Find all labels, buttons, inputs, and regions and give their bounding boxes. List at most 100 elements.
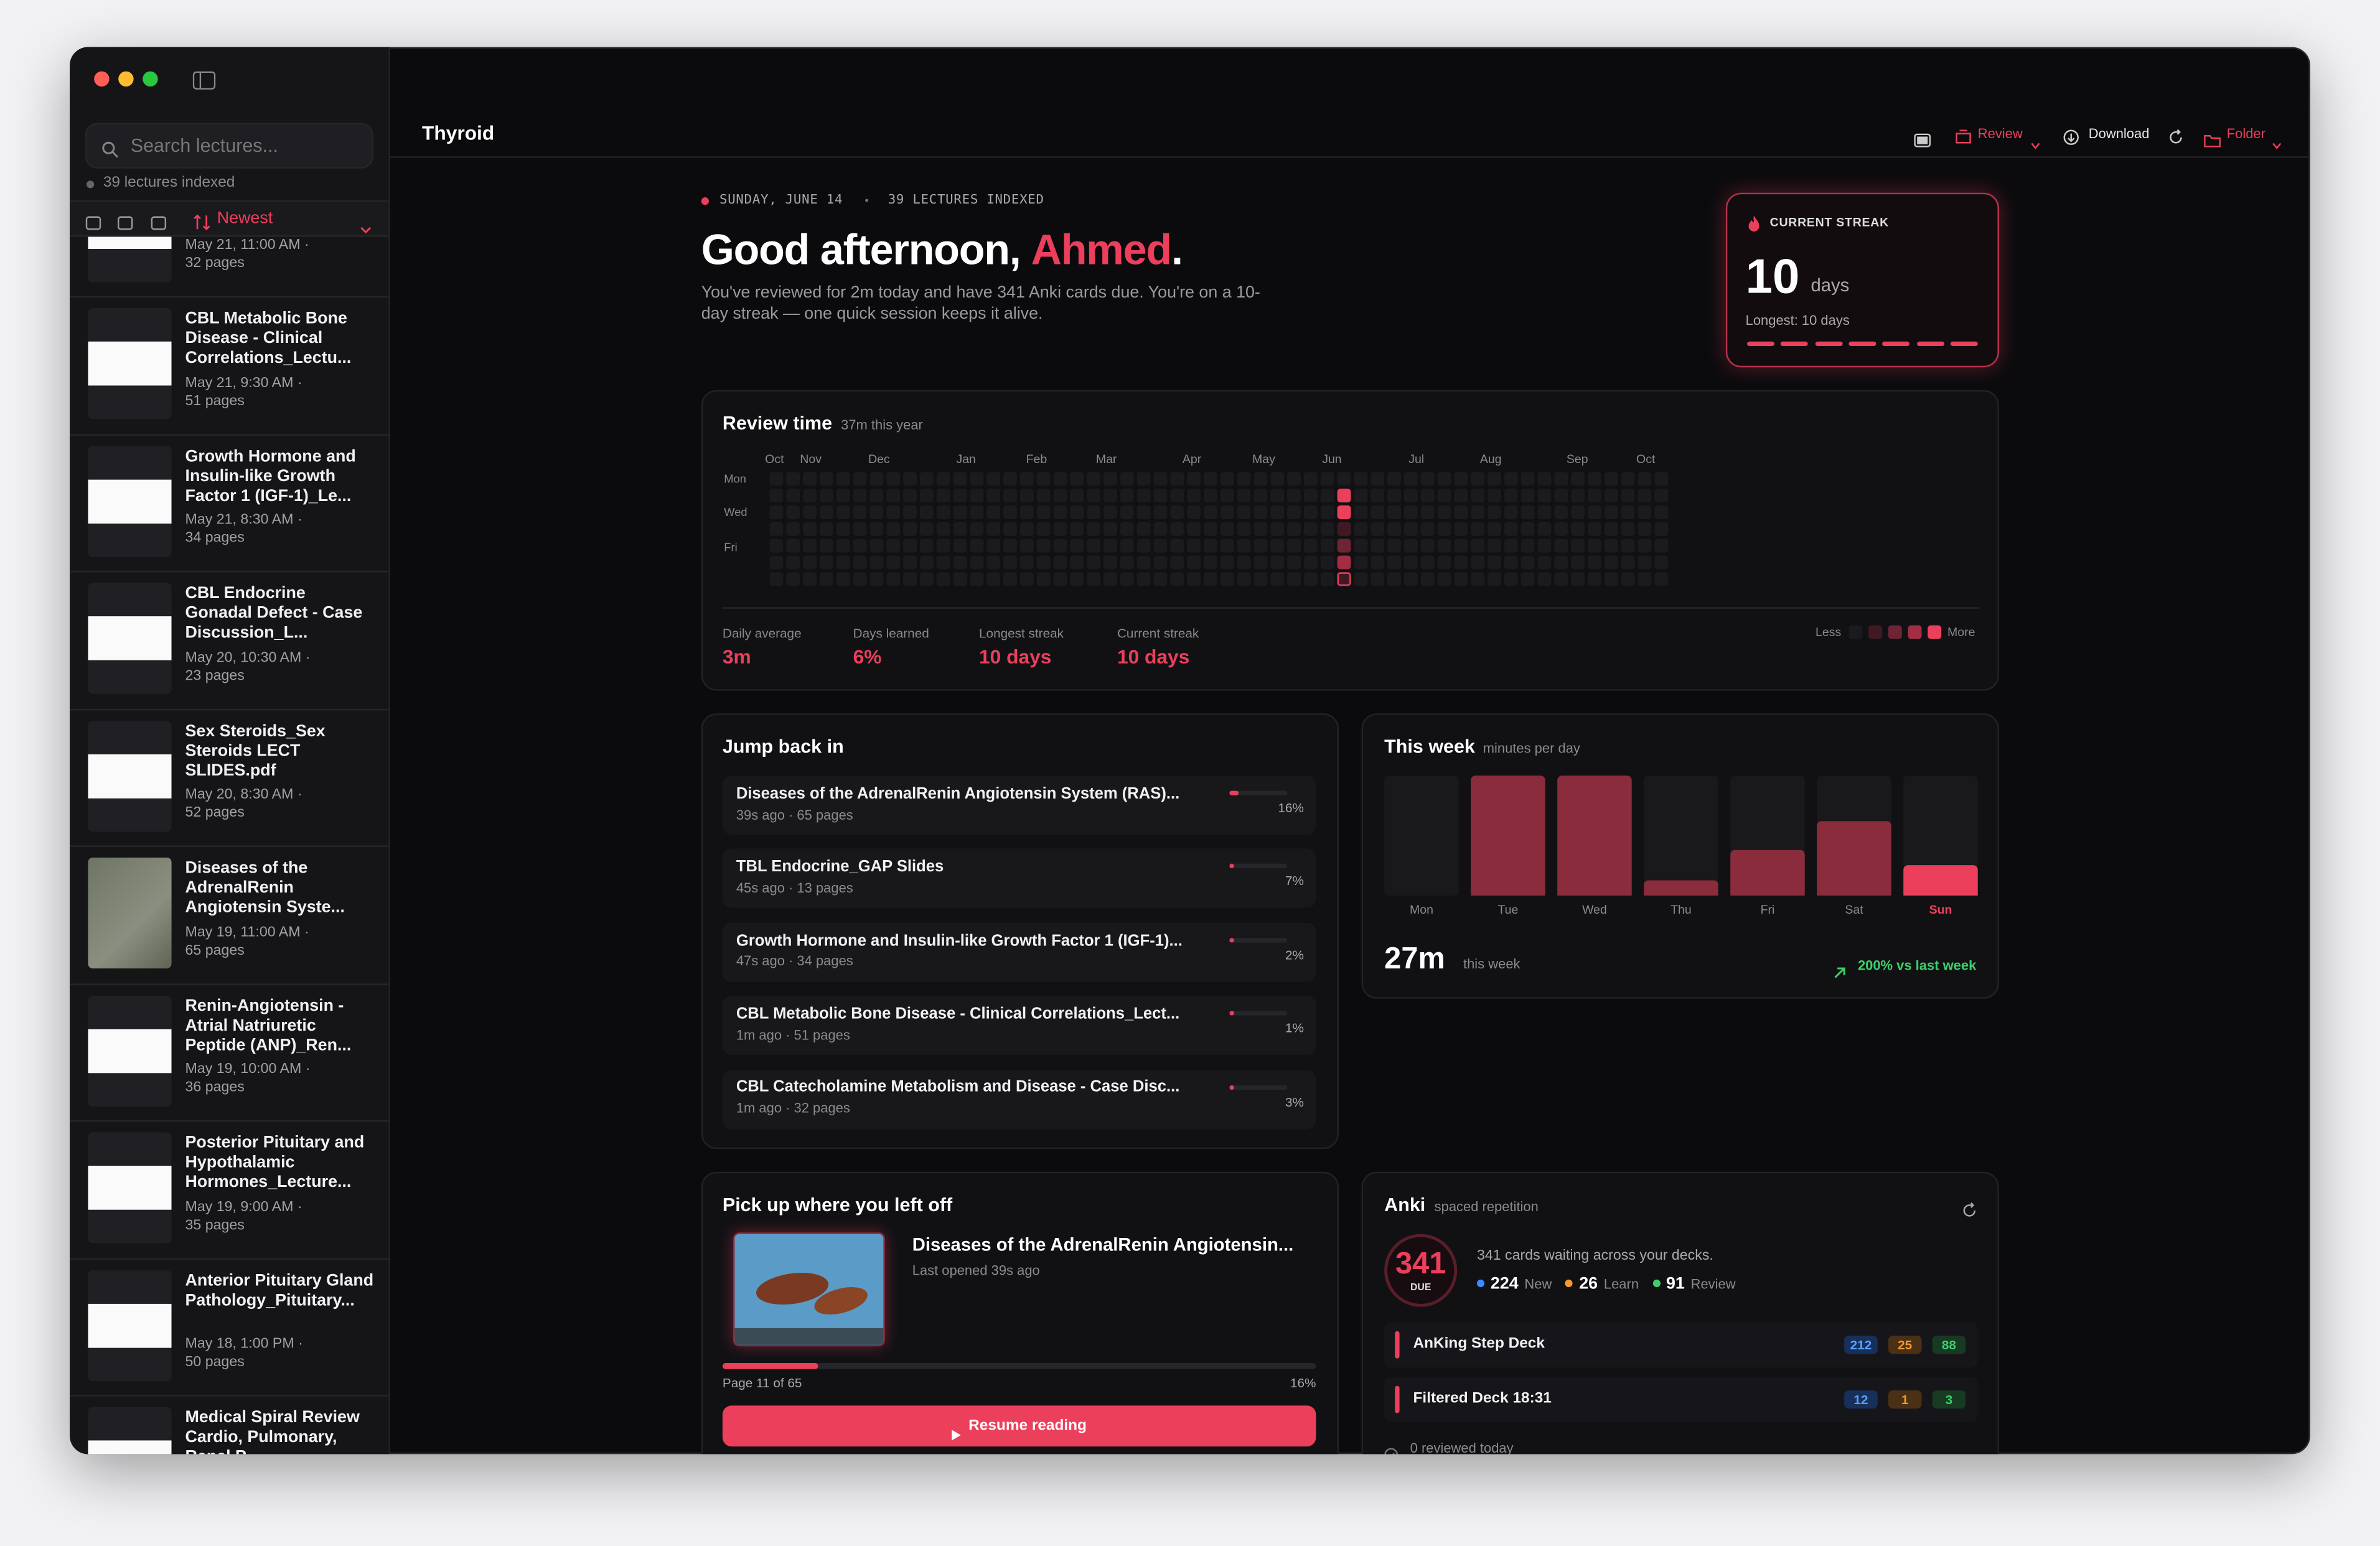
lecture-row[interactable] <box>722 775 1316 835</box>
heatmap-cell <box>1203 555 1217 569</box>
heatmap-cell <box>1153 489 1168 503</box>
filter-icon[interactable] <box>150 211 167 230</box>
due-ring <box>1384 1234 1458 1307</box>
sort-chevron[interactable] <box>360 215 372 234</box>
row-title[interactable]: CBL Catecholamine Metabolism and Disease… <box>736 1078 1180 1097</box>
refresh-icon-glyph <box>1963 1202 1976 1217</box>
row-title[interactable]: CBL Metabolic Bone Disease - Clinical Co… <box>736 1005 1180 1023</box>
thumbnail[interactable] <box>88 1407 172 1455</box>
lecture-thumbnail[interactable] <box>733 1232 885 1347</box>
folder-icon[interactable] <box>2204 128 2221 148</box>
filter-icon[interactable] <box>85 211 102 230</box>
heatmap-cell <box>803 472 817 486</box>
heatmap-cell <box>1153 505 1168 520</box>
lecture-row[interactable] <box>722 849 1316 909</box>
lecture-title[interactable]: Growth Hormone and Insulin-like Growth F… <box>185 447 356 505</box>
heatmap-cell <box>1504 505 1518 520</box>
heatmap-cell <box>1220 572 1234 586</box>
deck-row[interactable] <box>1384 1322 1978 1368</box>
heatmap-cell <box>1237 572 1251 586</box>
deck-name[interactable]: AnKing Step Deck <box>1413 1336 1545 1352</box>
heatmap-cell <box>1287 572 1301 586</box>
thumbnail[interactable] <box>88 1270 172 1381</box>
heatmap-cell <box>1337 572 1351 586</box>
thumbnail[interactable] <box>88 445 172 556</box>
heatmap-cell <box>1220 522 1234 536</box>
lecture-row[interactable] <box>722 996 1316 1056</box>
heatmap-cell <box>1320 572 1334 586</box>
thumbnail[interactable] <box>88 857 172 968</box>
heatmap-cell <box>1337 489 1351 503</box>
deck-name[interactable]: Filtered Deck 18:31 <box>1413 1390 1552 1407</box>
row-title[interactable]: Diseases of the AdrenalRenin Angiotensin… <box>736 784 1180 803</box>
heatmap-cell <box>1554 472 1568 486</box>
heatmap-cell <box>1637 572 1652 586</box>
download-icon[interactable] <box>2063 126 2079 145</box>
deck-row[interactable] <box>1384 1376 1978 1423</box>
search-box[interactable] <box>85 123 373 169</box>
reviewed-today: 0 reviewed today <box>1410 1440 1514 1455</box>
thumbnail[interactable] <box>88 237 172 282</box>
play-icon-glyph <box>952 1430 961 1441</box>
row-meta: 47s ago · 34 pages <box>736 953 853 969</box>
filter-icon-glyph <box>151 216 167 230</box>
last-opened: Last opened 39s ago <box>912 1262 1040 1278</box>
heatmap-cell <box>769 555 784 569</box>
heatmap-cell <box>819 522 833 536</box>
thumbnail[interactable] <box>88 995 172 1106</box>
heatmap-cell <box>1303 505 1318 520</box>
check-icon-glyph <box>1384 1448 1398 1455</box>
traffic-light[interactable] <box>118 71 134 87</box>
sort-icon[interactable] <box>193 211 211 231</box>
download-button[interactable]: Download <box>2088 125 2150 141</box>
heatmap-cell <box>953 522 967 536</box>
lecture-row[interactable] <box>722 922 1316 982</box>
review-button[interactable]: Review <box>1977 125 2023 141</box>
heatmap-cell <box>1153 472 1168 486</box>
resume-button[interactable]: Resume reading <box>722 1405 1316 1447</box>
thumb-caption <box>734 1328 884 1345</box>
lecture-title[interactable]: CBL Endocrine Gonadal Defect - Case Disc… <box>185 584 363 642</box>
refresh-icon[interactable] <box>1961 1199 1978 1217</box>
lecture-title[interactable]: CBL Metabolic Bone Disease - Clinical Co… <box>185 309 352 368</box>
heatmap-cell <box>1354 555 1368 569</box>
filter-icon[interactable] <box>117 211 134 230</box>
view-icon[interactable] <box>1914 128 1931 148</box>
sort-label[interactable]: Newest <box>217 210 273 228</box>
week-change: 200% vs last week <box>1857 957 1977 973</box>
progress-track <box>1229 790 1288 795</box>
row-title[interactable]: Growth Hormone and Insulin-like Growth F… <box>736 931 1183 950</box>
month-label: Feb <box>1026 452 1047 467</box>
lecture-title[interactable]: Posterior Pituitary and Hypothalamic Hor… <box>185 1133 365 1192</box>
lecture-title[interactable]: Anterior Pituitary Gland Pathology_Pitui… <box>185 1271 374 1309</box>
progress-track <box>1229 937 1288 942</box>
lecture-title[interactable]: Renin-Angiotensin - Atrial Natriuretic P… <box>185 996 352 1054</box>
heatmap-cell <box>1136 522 1151 536</box>
thumbnail[interactable] <box>88 308 172 419</box>
thumbnail[interactable] <box>88 1132 172 1244</box>
refresh-icon[interactable] <box>2168 126 2185 144</box>
lecture-title[interactable]: Diseases of the AdrenalRenin Angiotensin… <box>185 859 345 917</box>
heatmap-cell <box>1087 489 1101 503</box>
lecture-title[interactable]: Medical Spiral Review Cardio, Pulmonary,… <box>185 1408 360 1466</box>
heatmap-cell <box>1270 538 1285 553</box>
thumbnail[interactable] <box>88 583 172 694</box>
traffic-light[interactable] <box>94 71 110 87</box>
deck-badge: 88 <box>1932 1336 1966 1354</box>
heatmap-cell <box>1120 538 1134 553</box>
lecture-title[interactable]: Sex Steroids_Sex Steroids LECT SLIDES.pd… <box>185 721 326 780</box>
row-title[interactable]: TBL Endocrine_GAP Slides <box>736 858 944 876</box>
heatmap-cell <box>1303 572 1318 586</box>
heatmap-cell <box>1537 489 1552 503</box>
folder-button[interactable]: Folder <box>2226 125 2265 141</box>
lecture-row[interactable] <box>722 1069 1316 1129</box>
thumbnail[interactable] <box>88 720 172 832</box>
status-dot <box>701 197 709 205</box>
lecture-title[interactable]: Diseases of the AdrenalRenin Angiotensin… <box>912 1234 1294 1255</box>
play-icon <box>952 1421 961 1441</box>
heatmap-cell <box>1554 572 1568 586</box>
traffic-light[interactable] <box>143 71 158 87</box>
heatmap-cell <box>1337 555 1351 569</box>
heatmap-cell <box>1337 472 1351 486</box>
review-icon[interactable] <box>1955 126 1972 144</box>
